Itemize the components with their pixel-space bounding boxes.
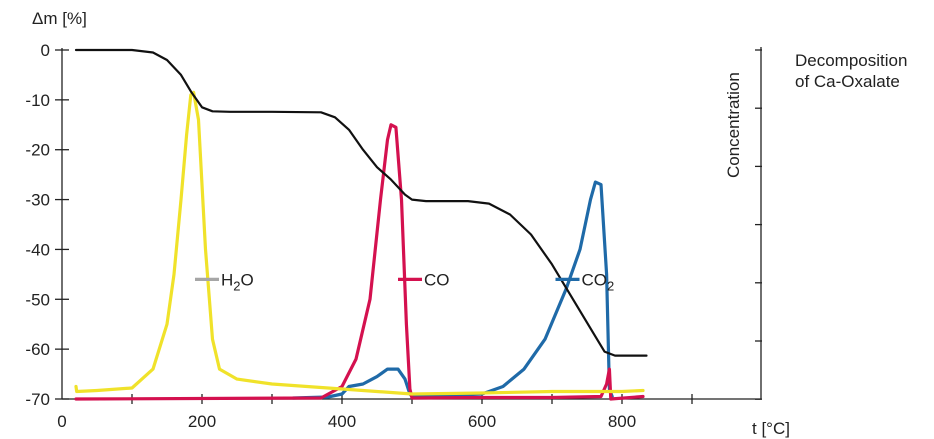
x-tick-label: 800: [608, 412, 636, 431]
series-line-h2o: [74, 90, 645, 396]
axes: 0 -10 -20 -30 -40 -50 -60 -70 0 200 400 600 800: [25, 41, 762, 431]
annotation-line-1: Decomposition: [795, 51, 907, 70]
y-axis-title: Δm [%]: [32, 9, 87, 28]
series-line-co: [74, 123, 645, 401]
x-tick-label: 600: [468, 412, 496, 431]
series-line-co2: [291, 180, 614, 400]
annotation-line-2: of Ca-Oxalate: [795, 72, 900, 91]
x-tick-label: 400: [328, 412, 356, 431]
legend: H2O CO CO2: [195, 270, 614, 293]
series-layer: [74, 48, 648, 401]
x-axis-title: t [°C]: [752, 419, 790, 438]
legend-label: CO2: [582, 270, 615, 293]
legend-label: H2O: [221, 270, 254, 293]
y-tick-label: 0: [41, 41, 50, 60]
y-tick-label: -50: [25, 290, 50, 309]
y-tick-label: -30: [25, 191, 50, 210]
legend-label: CO: [424, 270, 450, 289]
y-tick-label: -60: [25, 340, 50, 359]
y-tick-label: -20: [25, 141, 50, 160]
right-axis-title: Concentration: [724, 72, 743, 178]
y-tick-label: -10: [25, 91, 50, 110]
y-tick-label: -40: [25, 240, 50, 259]
x-tick-label: 200: [188, 412, 216, 431]
series-line-mass: [74, 48, 648, 357]
y-tick-label: -70: [25, 390, 50, 409]
x-tick-label: 0: [57, 412, 66, 431]
